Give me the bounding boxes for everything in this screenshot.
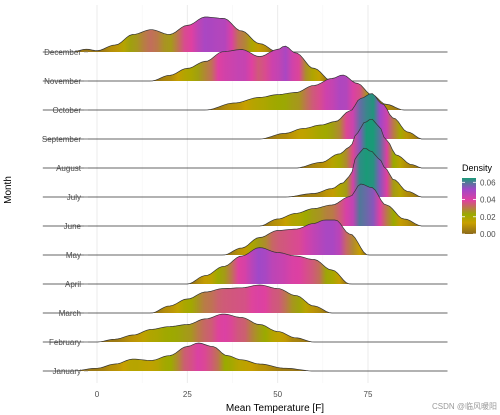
y-tick-label: November xyxy=(44,77,81,86)
ridge-october xyxy=(42,75,448,110)
legend-title: Density xyxy=(462,163,493,173)
ridge-outline-october xyxy=(42,74,448,111)
x-tick-label: 0 xyxy=(95,390,100,399)
legend-tick-label: 0.02 xyxy=(480,213,496,222)
x-tick-label: 25 xyxy=(183,390,192,399)
ridge-outline-february xyxy=(42,313,448,343)
legend-tick-label: 0.00 xyxy=(480,230,496,239)
ridge-outline-december xyxy=(42,16,448,53)
ridge-outline-june xyxy=(42,183,448,227)
ridge-january xyxy=(42,343,448,371)
ridge-march xyxy=(42,285,448,313)
ridge-may xyxy=(42,220,448,255)
y-axis-title: Month xyxy=(3,176,14,204)
y-tick-label: May xyxy=(66,251,81,260)
ridge-july xyxy=(42,148,448,197)
ridge-outline-march xyxy=(42,284,448,314)
ridge-outline-november xyxy=(42,45,448,82)
y-tick-label: March xyxy=(59,309,81,318)
x-tick-label: 50 xyxy=(273,390,282,399)
y-tick-label: September xyxy=(42,135,81,144)
ridge-outline-august xyxy=(42,118,448,169)
ridge-outline-april xyxy=(42,247,448,285)
ridge-february xyxy=(42,314,448,342)
ridge-outline-january xyxy=(42,342,448,372)
watermark: CSDN @临风暖阳 xyxy=(432,401,497,411)
legend-color-bar xyxy=(462,178,476,234)
density-ridges xyxy=(42,16,448,372)
y-tick-label: August xyxy=(56,164,82,173)
y-tick-label: October xyxy=(53,106,82,115)
legend-tick-label: 0.04 xyxy=(480,196,496,205)
x-axis-tick-labels: 0 25 50 75 xyxy=(95,390,373,399)
x-tick-label: 75 xyxy=(364,390,373,399)
y-tick-label: July xyxy=(67,193,81,202)
y-tick-label: January xyxy=(53,367,81,376)
ridge-november xyxy=(42,46,448,81)
y-tick-label: June xyxy=(64,222,82,231)
y-tick-label: December xyxy=(44,48,81,57)
legend-tick-label: 0.06 xyxy=(480,178,496,187)
y-tick-label: April xyxy=(65,280,81,289)
ridge-outline-july xyxy=(42,147,448,198)
ridge-december xyxy=(42,17,448,52)
density-legend: Density 0.06 0.04 0.02 0.00 xyxy=(462,163,496,239)
ridge-august xyxy=(42,119,448,168)
ridge-outline-may xyxy=(42,219,448,256)
y-axis-tick-labels: December November October September August Ju… xyxy=(42,48,88,376)
ridge-outline-september xyxy=(42,93,448,140)
x-axis-title: Mean Temperature [F] xyxy=(226,403,324,414)
ridge-april xyxy=(42,247,448,284)
ridge-june xyxy=(42,184,448,226)
y-tick-label: February xyxy=(49,338,81,347)
ridge-september xyxy=(42,93,448,139)
